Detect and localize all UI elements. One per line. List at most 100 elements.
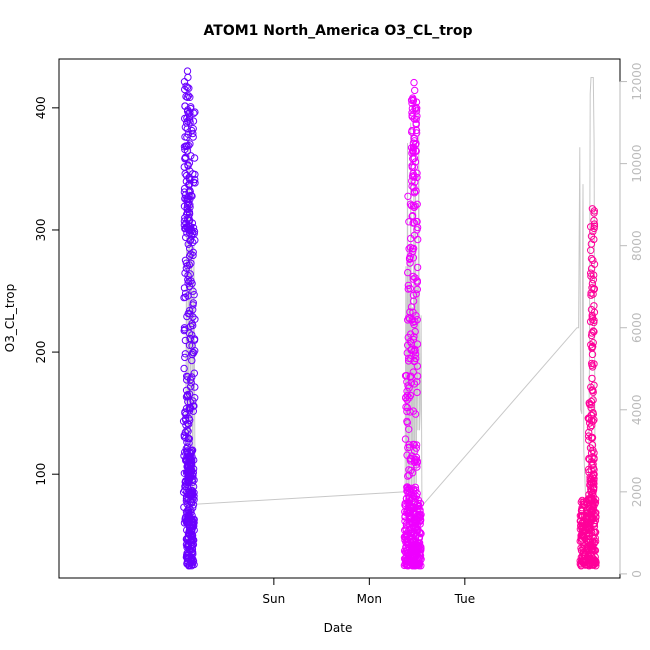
data-point (410, 183, 418, 192)
data-point (411, 347, 419, 355)
x-tick-label: Sun (262, 592, 285, 606)
y2-tick-label: 10000 (630, 145, 644, 183)
data-point (186, 167, 194, 175)
data-point (185, 306, 194, 315)
data-point (413, 277, 421, 285)
data-point (188, 373, 196, 381)
data-point (587, 305, 596, 314)
data-point (409, 318, 417, 326)
data-point (404, 341, 412, 349)
data-point (189, 178, 198, 187)
data-point (189, 224, 198, 232)
data-point (580, 498, 588, 506)
data-point (185, 390, 194, 398)
altitude-line (185, 77, 597, 554)
data-point (187, 379, 195, 387)
data-point (403, 486, 412, 494)
data-point (406, 243, 415, 252)
data-point (181, 336, 190, 345)
data-point (587, 291, 595, 299)
data-point (411, 327, 419, 336)
data-point (588, 279, 597, 288)
data-point (181, 409, 189, 417)
data-point (191, 394, 199, 402)
data-point (406, 259, 414, 267)
data-point (189, 495, 197, 503)
data-point (409, 275, 417, 283)
data-point (185, 159, 194, 167)
data-point (414, 235, 422, 244)
data-point (181, 155, 189, 163)
data-point (181, 486, 189, 494)
data-point (186, 229, 194, 238)
data-point (189, 117, 198, 125)
data-point (182, 455, 190, 463)
data-point (407, 202, 416, 210)
data-point (587, 246, 595, 255)
data-point (186, 270, 194, 278)
data-point (413, 173, 421, 182)
data-point (408, 162, 416, 170)
data-point (184, 73, 192, 82)
data-point (414, 503, 422, 511)
data-point (589, 227, 597, 236)
data-point (189, 402, 197, 410)
data-point (587, 383, 595, 391)
data-point (405, 494, 414, 502)
data-point (403, 451, 411, 459)
data-point (408, 177, 416, 185)
data-point (590, 271, 598, 279)
data-point (580, 511, 589, 520)
data-point (183, 93, 192, 102)
data-point (405, 441, 413, 449)
y-tick-label: 200 (34, 341, 48, 364)
axes-layer: 100 200 300 400 Sun Mon Tue 0 2000 4000 6000 8000 10… (34, 62, 644, 606)
data-point (590, 222, 599, 231)
data-point (587, 264, 596, 273)
data-point (409, 308, 417, 316)
data-point (401, 372, 410, 380)
y-tick-label: 100 (34, 463, 48, 486)
data-point (184, 494, 192, 502)
data-point (585, 428, 593, 437)
data-point (590, 316, 598, 325)
data-point (408, 212, 417, 220)
data-point (180, 364, 188, 373)
data-point (188, 219, 197, 227)
data-point (410, 380, 419, 388)
data-point (400, 561, 409, 570)
data-point (403, 549, 411, 557)
data-point (409, 170, 417, 178)
data-point (184, 518, 193, 527)
data-point (185, 329, 194, 337)
data-point (412, 103, 420, 111)
chart-title: ATOM1 North_America O3_CL_trop (204, 23, 473, 39)
data-point (184, 435, 193, 443)
data-point (587, 546, 596, 554)
data-point (182, 478, 190, 486)
y2-tick-label: 4000 (630, 395, 644, 426)
data-point (190, 336, 199, 344)
data-point (587, 475, 596, 483)
data-point (184, 271, 192, 280)
data-point (590, 209, 598, 217)
data-point (584, 551, 592, 559)
data-point (402, 538, 410, 547)
data-point (186, 244, 194, 253)
data-point (413, 169, 421, 177)
data-point (591, 537, 600, 546)
data-point (577, 557, 586, 565)
y-tick-label: 300 (34, 219, 48, 242)
data-point (406, 514, 414, 523)
data-point (412, 107, 421, 115)
data-point (183, 560, 191, 568)
data-point (409, 297, 418, 305)
y2-tick-label: 12000 (630, 62, 644, 100)
data-point (189, 301, 197, 309)
data-point (407, 234, 415, 243)
data-point (587, 512, 596, 520)
data-point (586, 477, 594, 485)
data-point (588, 359, 596, 368)
data-point (411, 86, 419, 95)
plot-frame (58, 58, 621, 579)
